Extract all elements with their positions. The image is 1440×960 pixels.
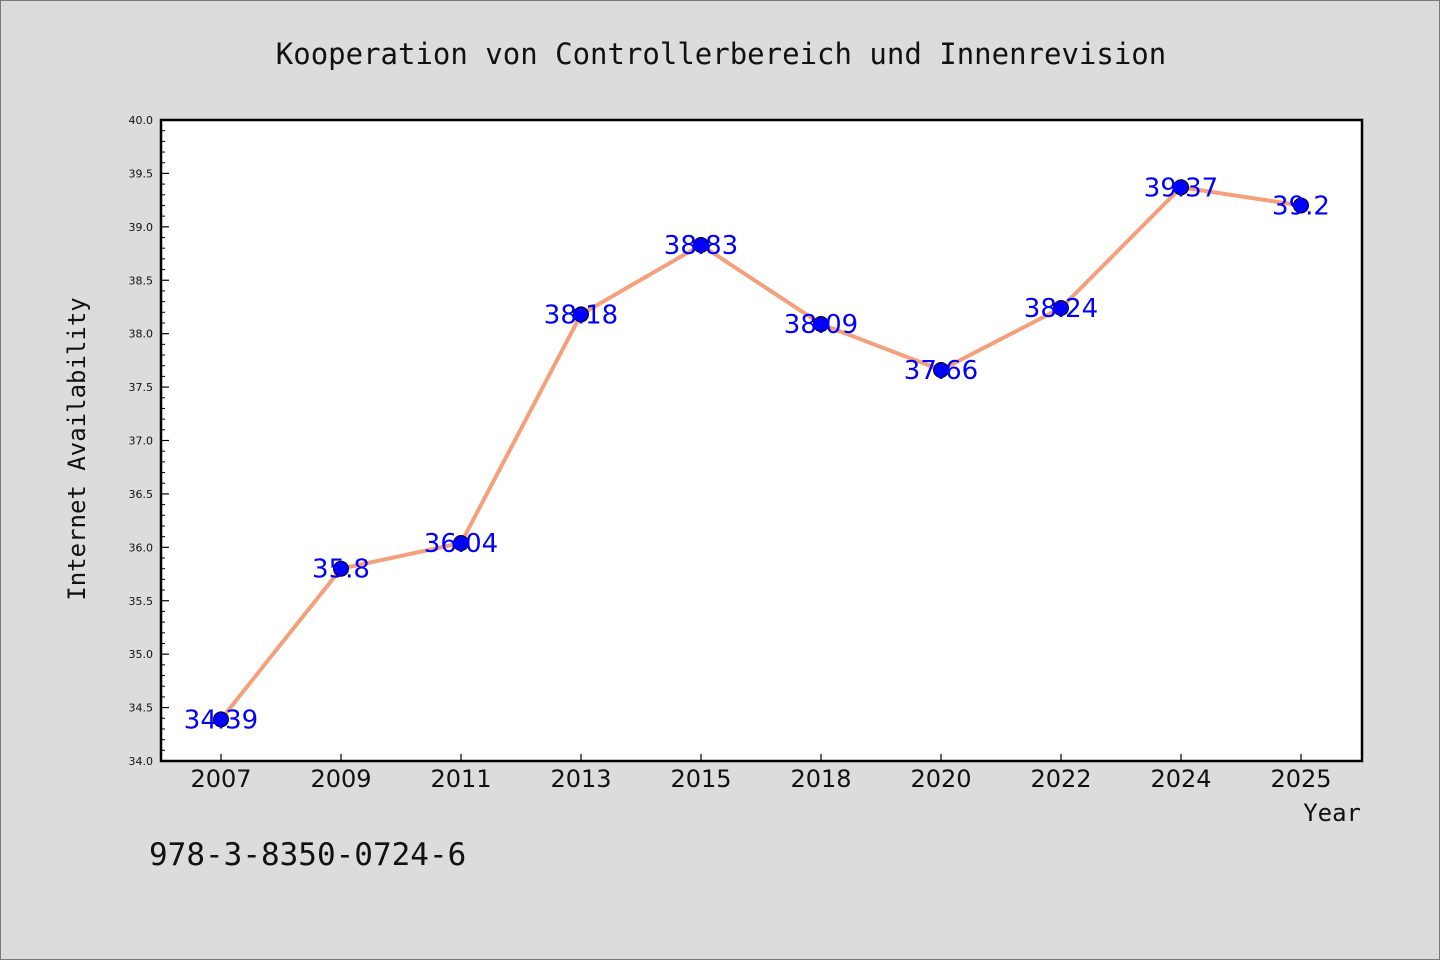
data-point [1293,197,1309,214]
y-tick-label: 39.5 [129,167,154,180]
data-label: 34.39 [184,705,258,735]
data-label: 36.04 [424,529,498,559]
markers-group [213,179,1309,728]
x-axis-label: Year [1303,799,1361,827]
plot-area [161,120,1362,761]
y-tick-label: 34.5 [129,702,154,715]
data-labels-group: 34.39 35.8 36.04 38.18 38.83 38.09 37.66 38.24 3… [184,173,1330,735]
data-point [573,306,589,323]
x-tick-label: 2022 [1030,765,1091,793]
series-line-group [219,185,1302,721]
y-tick-label: 37.0 [129,435,154,448]
y-tick-label: 35.0 [129,648,154,661]
y-tick-label: 36.0 [129,541,154,554]
y-tick-label: 38.0 [129,328,154,341]
data-point [933,361,949,378]
y-tick-label: 35.5 [129,595,154,608]
data-label: 38.09 [784,310,858,340]
x-tick-label: 2018 [790,765,851,793]
data-label: 39.2 [1272,191,1330,221]
data-label: 35.8 [312,555,370,585]
data-label: 37.66 [904,356,978,386]
y-axis-label: Internet Availability [63,297,91,600]
data-label: 38.18 [544,300,618,330]
x-tick-label: 2025 [1270,765,1331,793]
x-tick-label: 2013 [550,765,611,793]
series-line [219,185,1302,721]
data-point [693,236,709,253]
data-point [453,535,469,552]
x-tick-label: 2011 [430,765,491,793]
chart-title: Kooperation von Controllerbereich und In… [276,37,1166,71]
y-tick-label: 36.5 [129,488,154,501]
data-point [1053,300,1069,317]
y-tick-label: 39.0 [129,221,154,234]
x-tick-label: 2009 [310,765,371,793]
y-tick-label: 40.0 [129,114,154,127]
x-tick-label: 2020 [910,765,971,793]
y-tick-label: 37.5 [129,381,154,394]
plot-frame [159,118,1364,763]
x-tick-label: 2024 [1150,765,1211,793]
data-label: 38.24 [1024,294,1098,324]
data-label: 39.37 [1144,173,1218,203]
data-point [213,711,229,728]
x-tick-label: 2015 [670,765,731,793]
data-label: 38.83 [664,231,738,261]
x-axis: 2007 2009 2011 2013 2015 2018 2020 2022 2024 2025 [190,754,1332,793]
data-point [1173,179,1189,196]
data-point [813,316,829,333]
y-tick-label: 38.5 [129,274,154,287]
isbn-text: 978-3-8350-0724-6 [149,837,466,873]
x-tick-label: 2007 [190,765,251,793]
data-point [333,560,349,577]
y-tick-label: 34.0 [129,755,154,768]
